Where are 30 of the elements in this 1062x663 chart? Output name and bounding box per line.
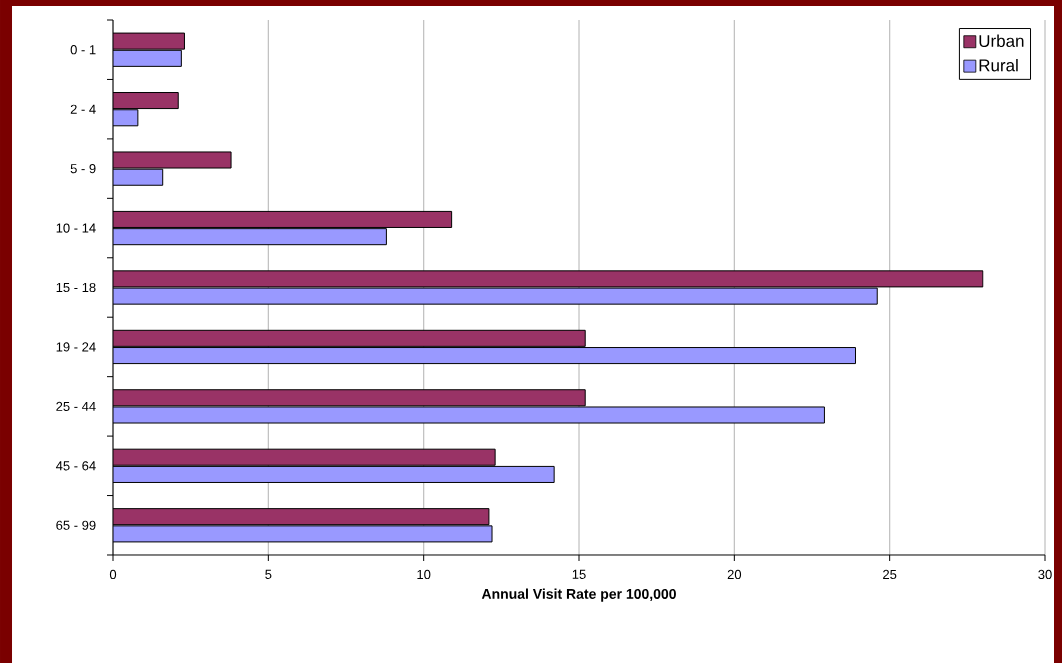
y-tick-label: 45 - 64 [55,461,96,471]
bar [113,92,179,110]
y-tick-label: 25 - 44 [56,401,96,411]
legend-label: Rural [979,58,1018,72]
y-tick-label: 15 - 18 [56,282,96,293]
y-tick-label: 2 - 4 [70,104,96,114]
bar [113,168,164,186]
x-tick-label: 10 [417,569,431,580]
bar [113,389,586,407]
x-tick-label: 5 [265,569,272,579]
bar [113,329,586,347]
legend-label: Urban [979,34,1024,48]
bar [113,49,182,67]
bar [113,448,496,466]
x-tick-label: 20 [727,569,742,580]
x-tick-label: 0 [109,569,117,580]
x-tick-label: 25 [883,569,897,580]
bar [113,508,490,526]
y-tick-label: 10 - 14 [56,223,96,233]
bar [113,228,387,246]
y-tick-label: 19 - 24 [56,342,96,352]
bar [113,347,856,365]
bar [113,210,453,228]
y-tick-label: 5 - 9 [70,164,96,174]
x-axis-title: Annual Visit Rate per 100,000 [481,588,676,602]
y-tick-label: 65 - 99 [56,520,96,530]
x-tick-label: 30 [1038,569,1052,580]
y-tick-label: 0 - 1 [70,45,96,55]
bar [113,465,555,483]
x-tick-label: 15 [572,569,586,579]
